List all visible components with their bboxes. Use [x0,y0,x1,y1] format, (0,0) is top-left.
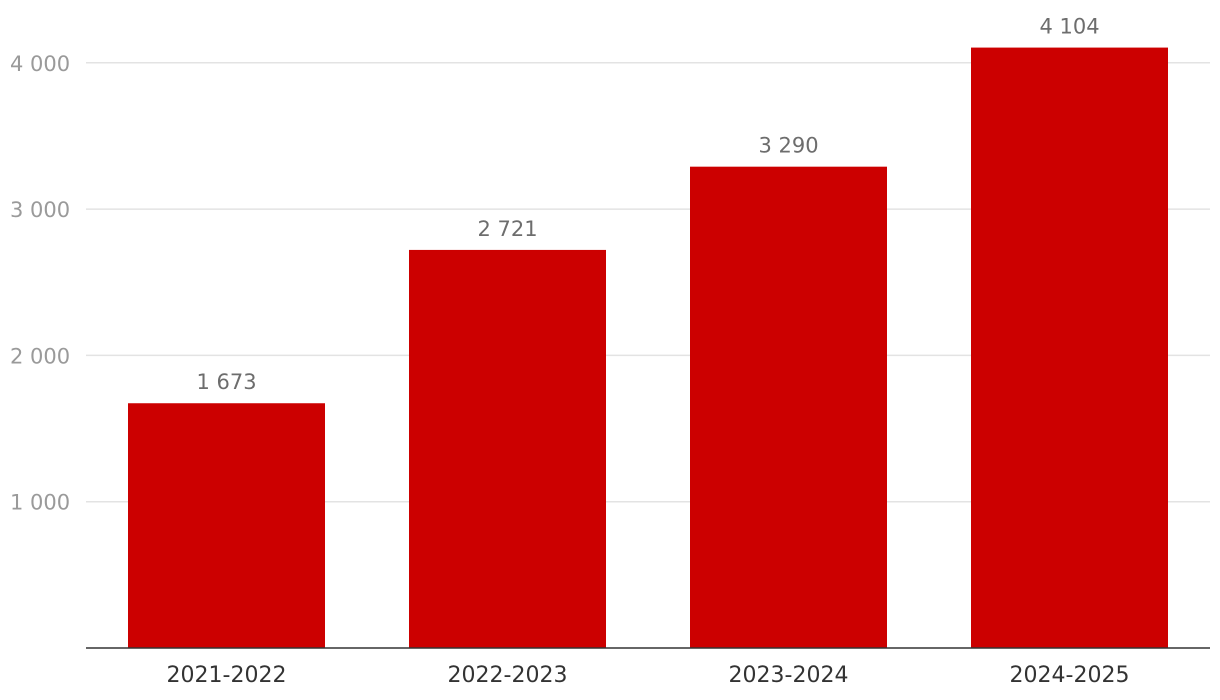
y-tick-label-4000: 4 000 [10,52,70,76]
x-tick-label-2022-2023: 2022-2023 [448,663,568,688]
y-tick-label-2000: 2 000 [10,344,70,368]
y-tick-label-1000: 1 000 [10,491,70,515]
data-label-2024-2025: 4 104 [1039,15,1099,39]
data-label-2023-2024: 3 290 [758,134,818,158]
x-tick-label-2021-2022: 2021-2022 [167,663,287,688]
x-tick-label-2023-2024: 2023-2024 [729,663,849,688]
data-label-2022-2023: 2 721 [477,217,537,241]
x-tick-label-2024-2025: 2024-2025 [1010,663,1130,688]
bar-2021-2022 [128,403,325,648]
x-axis-tick-labels: 2021-2022 2022-2023 2023-2024 2024-2025 [167,663,1130,688]
bar-2023-2024 [690,166,887,648]
bar-2022-2023 [409,249,606,648]
data-label-2021-2022: 1 673 [196,370,256,394]
bars [128,47,1168,649]
bar-2024-2025 [971,47,1168,649]
y-tick-label-3000: 3 000 [10,198,70,222]
data-labels: 1 673 2 721 3 290 4 104 [196,15,1099,395]
y-axis-tick-labels: 1 000 2 000 3 000 4 000 [10,52,70,515]
